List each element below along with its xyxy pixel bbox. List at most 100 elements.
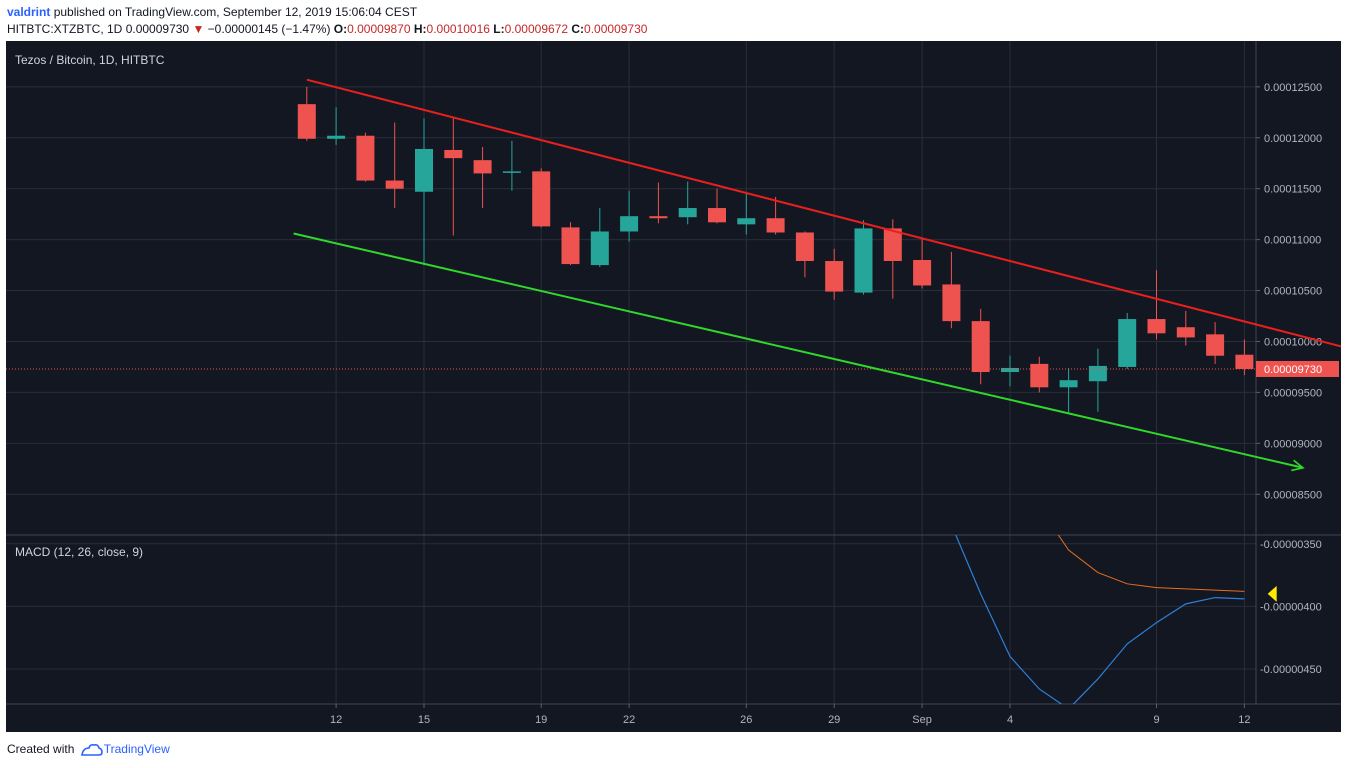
- trendline-support: [293, 232, 1304, 469]
- candle: [678, 181, 697, 225]
- candle-body: [883, 228, 902, 262]
- date-axis-label: 26: [740, 714, 752, 726]
- tradingview-brand[interactable]: TradingView: [103, 742, 170, 756]
- candle: [1176, 310, 1195, 346]
- candle-body: [825, 261, 844, 292]
- date-axis-label: 9: [1153, 714, 1159, 726]
- candle: [854, 220, 873, 295]
- candle-body: [1147, 319, 1166, 334]
- candle: [327, 107, 346, 145]
- candle-body: [678, 208, 697, 218]
- tradingview-chart[interactable]: 0.00012500 0.00012000 0.00011500 0.00011000…: [6, 41, 1348, 732]
- candle: [795, 231, 814, 278]
- price-axis-label: 0.00010500: [1264, 286, 1322, 298]
- candle-body: [385, 180, 404, 189]
- chart-background: [6, 41, 1341, 732]
- candle-body: [444, 149, 463, 159]
- candle-body: [795, 232, 814, 262]
- date-axis-label: 4: [1007, 714, 1013, 726]
- last-price: 0.00009730: [125, 22, 190, 36]
- candle-body: [415, 148, 433, 192]
- date-axis-label: Sep: [912, 714, 932, 726]
- price-axis-label: 0.00009500: [1264, 387, 1322, 399]
- candle: [297, 86, 316, 141]
- published-text: published on TradingView.com, September …: [53, 5, 418, 19]
- price-axis-label: 0.00008500: [1264, 489, 1322, 501]
- candle-body: [942, 284, 961, 322]
- chart-area[interactable]: 0.00012500 0.00012000 0.00011500 0.00011000…: [6, 41, 1348, 732]
- candle-body: [971, 321, 990, 373]
- symbol-label: HITBTC:XTZBTC, 1D: [7, 22, 123, 36]
- candle: [415, 118, 433, 266]
- open-value: 0.00009870: [347, 22, 411, 36]
- low-label: L:: [493, 22, 505, 36]
- candle-body: [1206, 334, 1225, 356]
- candle-body: [913, 259, 932, 286]
- candle: [825, 248, 844, 300]
- macd-legend: MACD (12, 26, close, 9): [15, 545, 143, 559]
- date-axis-label: 12: [330, 714, 342, 726]
- date-axis-label: 19: [535, 714, 547, 726]
- candle: [590, 208, 609, 268]
- tradingview-logo-icon: [80, 743, 103, 756]
- price-axis-label: 0.00012000: [1264, 133, 1322, 145]
- candle-body: [649, 216, 668, 219]
- candle: [942, 251, 961, 329]
- last-price-badge: [1256, 360, 1339, 377]
- date-axis-label: 15: [418, 714, 430, 726]
- footer: Created with TradingView: [7, 742, 170, 757]
- candle: [1088, 348, 1107, 412]
- candle-body: [561, 227, 580, 265]
- candle-body: [1001, 367, 1019, 373]
- macd-group: [955, 535, 1245, 704]
- candle: [1001, 355, 1019, 387]
- candle: [971, 308, 990, 385]
- last-price-label: 0.00009730: [1264, 364, 1322, 376]
- candle: [1059, 367, 1078, 413]
- candle: [473, 146, 492, 209]
- candle-body: [327, 135, 346, 139]
- candle: [502, 140, 521, 191]
- date-axis-label: 12: [1238, 714, 1250, 726]
- date-axis-label: 29: [828, 714, 840, 726]
- candle: [561, 222, 580, 266]
- candle: [649, 182, 668, 224]
- high-label: H:: [413, 22, 427, 36]
- change-down-icon: ▼: [192, 22, 205, 36]
- candle: [737, 191, 756, 235]
- candle-body: [854, 228, 873, 293]
- high-value: 0.00010016: [426, 22, 490, 36]
- candle: [1147, 270, 1166, 340]
- candle: [1235, 339, 1254, 376]
- candle-body: [473, 160, 492, 174]
- candle: [766, 196, 785, 235]
- candle: [913, 238, 932, 289]
- candles-group: [297, 86, 1254, 413]
- macd-signal-line: [1057, 535, 1245, 592]
- macd-axis-label: -0.00000350: [1260, 539, 1322, 551]
- candle: [532, 168, 551, 228]
- candle: [708, 188, 726, 224]
- price-axis-label: 0.00011500: [1264, 184, 1321, 196]
- candle-body: [590, 231, 609, 266]
- candle-body: [1235, 354, 1254, 369]
- candle-body: [532, 171, 551, 227]
- candle-body: [737, 218, 756, 225]
- price-axis-label: 0.00010000: [1264, 336, 1322, 348]
- close-label: C:: [571, 22, 585, 36]
- low-value: 0.00009672: [504, 22, 569, 36]
- candle-body: [620, 216, 639, 232]
- candle: [883, 219, 902, 299]
- candle-body: [1088, 365, 1107, 382]
- date-axis-label: 22: [623, 714, 635, 726]
- candle-body: [356, 135, 375, 181]
- macd-axis-label: -0.00000450: [1260, 664, 1322, 676]
- candle-body: [1059, 380, 1078, 388]
- open-label: O:: [333, 22, 348, 36]
- price-change: −0.00000145 (−1.47%): [207, 22, 331, 36]
- trendline-arrowhead: [1291, 459, 1305, 472]
- candle: [1118, 312, 1137, 369]
- price-axis-label: 0.00009000: [1264, 438, 1322, 450]
- close-value: 0.00009730: [584, 22, 648, 36]
- author-name[interactable]: valdrint: [7, 5, 51, 19]
